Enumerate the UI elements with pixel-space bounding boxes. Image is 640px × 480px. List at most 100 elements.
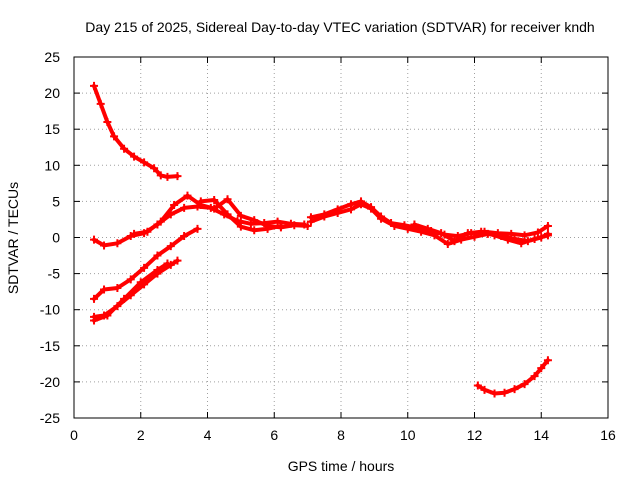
y-tick-label: 15 — [44, 121, 60, 137]
y-tick-label: -10 — [40, 302, 60, 318]
y-tick-label: 20 — [44, 85, 60, 101]
data-point — [473, 381, 482, 390]
data-point — [210, 195, 219, 204]
data-point — [173, 172, 182, 181]
data-point — [140, 263, 149, 272]
series-track-a — [92, 83, 180, 179]
data-series — [90, 81, 552, 398]
data-point — [490, 231, 499, 240]
data-point — [463, 229, 472, 238]
data-point — [367, 204, 376, 213]
data-point — [273, 217, 282, 226]
data-point — [530, 234, 539, 243]
data-point — [130, 229, 139, 238]
data-point — [126, 275, 135, 284]
data-point — [100, 241, 109, 250]
data-point — [443, 239, 452, 248]
data-point — [510, 385, 519, 394]
data-point — [263, 224, 272, 233]
data-point — [537, 364, 546, 373]
data-point — [110, 132, 119, 141]
series-track-d — [92, 226, 200, 301]
data-point — [236, 211, 245, 220]
data-point — [156, 217, 165, 226]
y-tick-labels: -25 -20 -15 -10 -5 0 5 10 15 20 25 — [40, 49, 60, 426]
data-point — [357, 200, 366, 209]
y-tick-label: -20 — [40, 374, 60, 390]
data-point — [113, 284, 122, 293]
data-point — [210, 204, 219, 213]
data-point — [236, 222, 245, 231]
data-point — [120, 294, 129, 303]
data-point — [103, 117, 112, 126]
data-point — [250, 226, 259, 235]
data-point — [423, 224, 432, 233]
data-point — [303, 221, 312, 230]
y-tick-label: -15 — [40, 338, 60, 354]
data-point — [180, 203, 189, 212]
data-point — [90, 235, 99, 244]
x-tick-label: 10 — [400, 427, 416, 443]
data-point — [390, 221, 399, 230]
data-point — [143, 227, 152, 236]
data-point — [136, 278, 145, 287]
data-point — [140, 158, 149, 167]
chart-title: Day 215 of 2025, Sidereal Day-to-day VTE… — [85, 19, 594, 35]
data-point — [450, 237, 459, 246]
data-point — [196, 197, 205, 206]
data-point — [180, 232, 189, 241]
x-tick-label: 8 — [337, 427, 345, 443]
y-tick-label: 10 — [44, 157, 60, 173]
data-point — [503, 235, 512, 244]
data-point — [320, 212, 329, 221]
data-point — [153, 265, 162, 274]
x-tick-label: 14 — [533, 427, 549, 443]
data-point — [250, 216, 259, 225]
data-point — [520, 380, 529, 389]
data-point — [193, 224, 202, 233]
data-point — [173, 256, 182, 265]
data-point — [520, 231, 529, 240]
x-tick-label: 2 — [137, 427, 145, 443]
data-point — [183, 191, 192, 200]
data-point — [120, 144, 129, 153]
data-point — [150, 164, 159, 173]
data-point — [130, 152, 139, 161]
x-tick-labels: 0 2 4 6 8 10 12 14 16 — [70, 427, 616, 443]
data-point — [543, 231, 552, 240]
data-point — [290, 221, 299, 230]
data-point — [153, 251, 162, 260]
data-point — [530, 372, 539, 381]
x-tick-label: 16 — [600, 427, 616, 443]
data-point — [543, 221, 552, 230]
data-point — [410, 220, 419, 229]
data-point — [170, 201, 179, 210]
data-point — [103, 311, 112, 320]
data-point — [417, 227, 426, 236]
data-point — [543, 356, 552, 365]
data-point — [403, 224, 412, 233]
data-point — [333, 208, 342, 217]
data-point — [90, 81, 99, 90]
data-point — [377, 214, 386, 223]
data-point — [90, 316, 99, 325]
data-point — [490, 389, 499, 398]
data-point — [166, 242, 175, 251]
y-tick-label: -5 — [48, 266, 61, 282]
data-point — [90, 294, 99, 303]
y-tick-label: 0 — [52, 230, 60, 246]
x-tick-label: 4 — [204, 427, 212, 443]
x-tick-label: 0 — [70, 427, 78, 443]
data-point — [113, 239, 122, 248]
axis-ticks — [73, 56, 609, 419]
data-point — [437, 229, 446, 238]
data-point — [306, 217, 315, 226]
data-point — [163, 259, 172, 268]
data-point — [533, 228, 542, 237]
data-point — [517, 239, 526, 248]
data-point — [276, 221, 285, 230]
y-axis-label: SDTVAR / TECUs — [5, 182, 21, 294]
data-point — [96, 99, 105, 108]
data-point — [223, 195, 232, 204]
